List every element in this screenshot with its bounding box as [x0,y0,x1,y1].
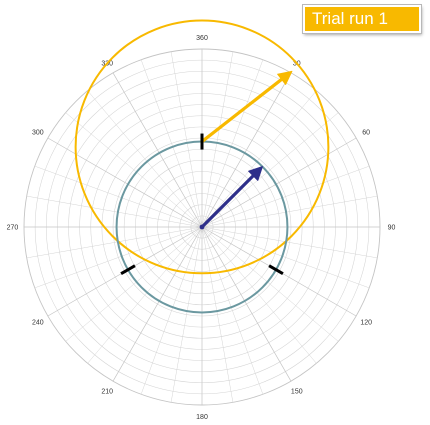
angle-tick-label-180: 180 [196,414,208,421]
marker-right [268,264,284,276]
grid-spoke [201,226,317,364]
grid-spoke [34,165,203,228]
angle-tick-label-240: 240 [32,319,44,326]
angle-tick-label-120: 120 [360,319,372,326]
grid-spoke [201,226,339,342]
vector-navy [200,166,263,229]
circle-yellow [74,19,330,275]
grid-spoke [65,112,203,228]
grid-spoke [201,51,234,228]
chart-series [74,19,330,314]
grid-spoke [201,195,378,228]
grid-spoke [87,226,203,364]
grid-spoke [140,226,203,395]
grid-spoke [26,226,203,259]
grid-spoke [201,226,292,382]
grid-spoke [112,72,203,228]
grid-spoke [34,226,203,289]
grid-spoke [26,195,203,228]
grid-spoke [201,226,264,395]
grid-spoke [201,112,339,228]
marker-left [120,264,136,276]
grid-spoke [201,226,378,259]
grid-spoke [201,72,292,228]
angle-tick-label-60: 60 [362,130,370,137]
grid-spoke [170,51,203,228]
polar-grid [23,48,381,406]
grid-spoke [112,226,203,382]
grid-spoke [201,226,234,403]
angle-tick-label-210: 210 [101,389,113,396]
grid-spoke [201,137,357,228]
grid-spoke [140,59,203,228]
chart-title-badge: Trial run 1 [303,5,421,33]
angle-tick-label-270: 270 [7,225,19,232]
grid-spoke [47,137,203,228]
grid-spoke [170,226,203,403]
angle-tick-label-150: 150 [291,389,303,396]
vector-yellow [200,70,293,144]
grid-spoke [87,90,203,228]
angle-tick-label-300: 300 [32,130,44,137]
grid-spoke [201,226,370,289]
angle-tick-label-90: 90 [388,225,396,232]
angle-tick-label-360: 360 [196,35,208,42]
grid-spoke [201,165,370,228]
grid-spoke [201,90,317,228]
grid-spoke [201,59,264,228]
grid-spoke [65,226,203,342]
